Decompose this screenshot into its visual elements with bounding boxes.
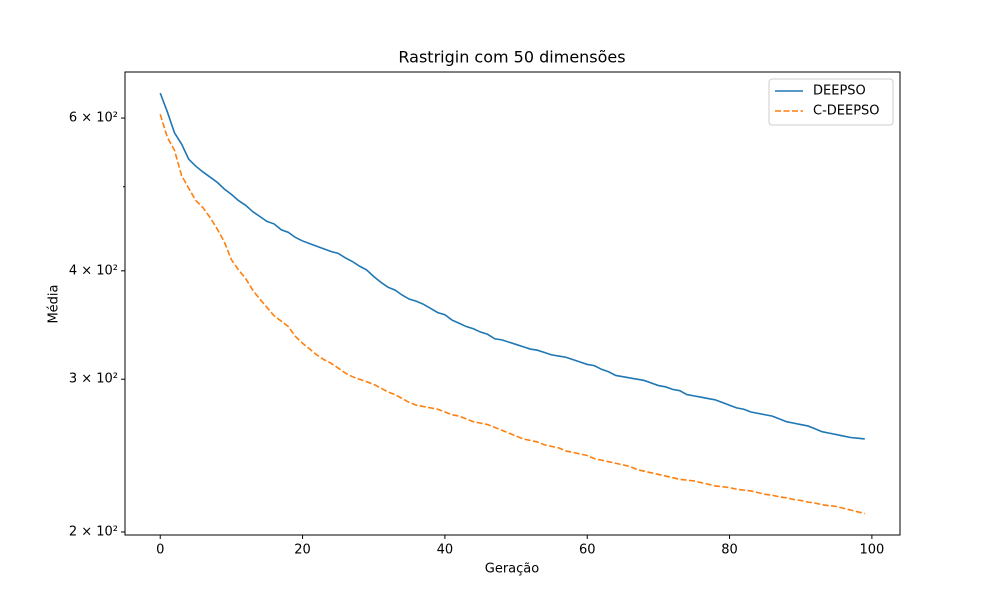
data-line — [159, 92, 865, 440]
x-tick-label: 100 — [859, 543, 884, 558]
data-line — [159, 114, 865, 515]
y-tick-label: 3 × 10² — [69, 372, 118, 387]
x-tick-label: 20 — [294, 543, 311, 558]
y-tick-label: 4 × 10² — [69, 263, 118, 278]
legend-label: C-DEEPSO — [813, 104, 880, 119]
plot-area: 0 20 40 60 80 100 2 × 10² 3 × 10² 4 × 10² 6 × 10² — [69, 92, 884, 558]
y-tick-label: 6 × 10² — [69, 111, 118, 126]
axes-frame — [124, 71, 901, 536]
x-tick-label: 60 — [579, 543, 596, 558]
x-tick-label: 0 — [156, 543, 164, 558]
y-tick-label: 2 × 10² — [69, 524, 118, 539]
x-axis-label: Geração — [485, 562, 539, 577]
legend-label: DEEPSO — [813, 84, 866, 99]
x-tick-label: 40 — [437, 543, 454, 558]
chart-title: Rastrigin com 50 dimensões — [398, 48, 625, 67]
y-axis-label: Média — [47, 284, 62, 323]
x-tick-label: 80 — [721, 543, 738, 558]
